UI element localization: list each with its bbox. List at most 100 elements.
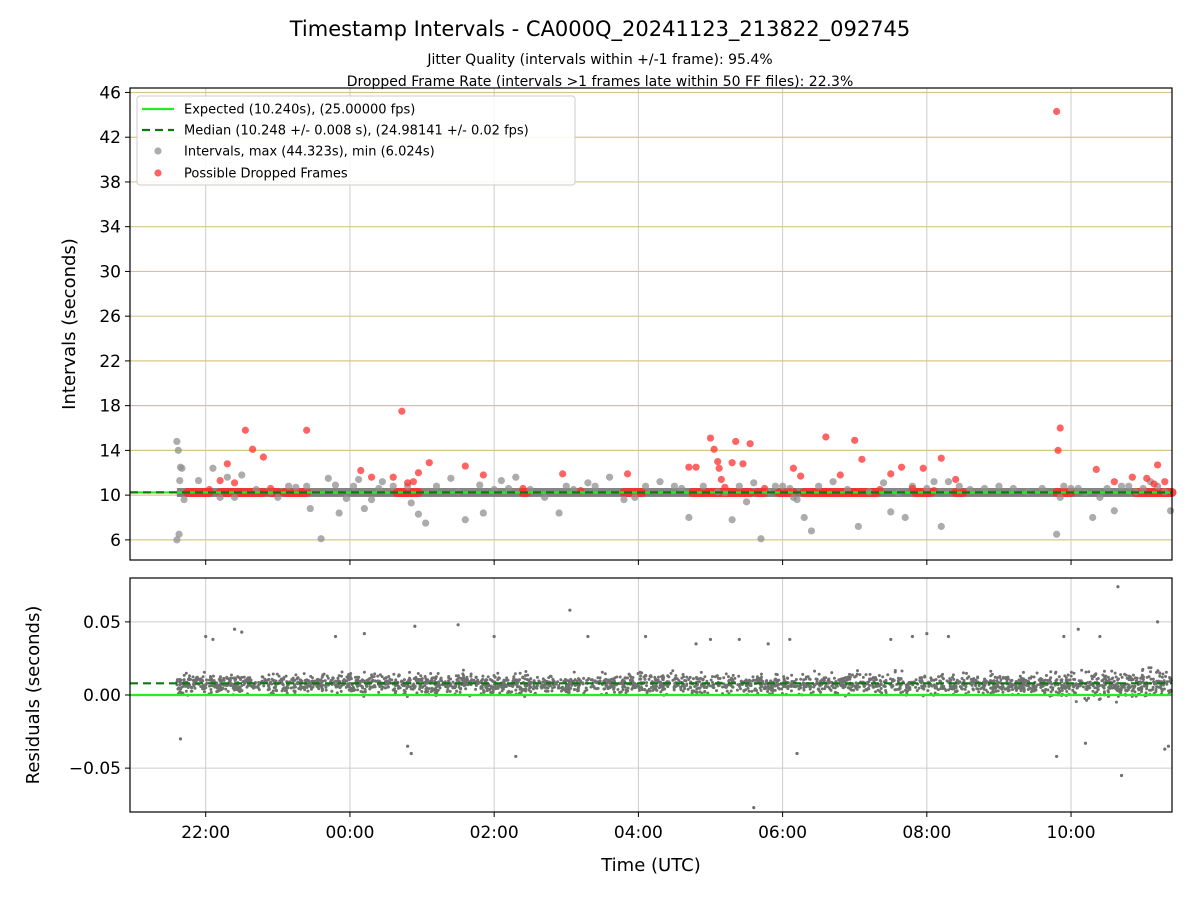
- interval-point: [292, 483, 300, 491]
- residual-point: [184, 689, 188, 693]
- residual-point: [654, 687, 658, 691]
- residual-point: [1102, 690, 1106, 694]
- residual-point: [703, 690, 707, 694]
- residual-point: [1041, 688, 1045, 692]
- residual-point: [201, 675, 205, 679]
- dropped-frame-point: [789, 464, 798, 472]
- residual-outlier-point: [889, 637, 893, 642]
- residual-point: [638, 688, 642, 692]
- residual-point: [569, 679, 573, 683]
- residual-point: [755, 676, 759, 680]
- residual-point: [631, 686, 635, 690]
- dropped-frame-point: [710, 445, 718, 453]
- residual-point: [485, 688, 489, 692]
- residual-point: [1062, 682, 1066, 686]
- interval-point: [274, 493, 282, 501]
- residual-point: [209, 684, 213, 688]
- residual-point: [930, 679, 934, 683]
- interval-point: [230, 493, 239, 501]
- dropped-frame-point: [1054, 446, 1062, 454]
- interval-point: [173, 437, 181, 446]
- interval-point: [901, 513, 909, 522]
- residual-point: [384, 676, 388, 680]
- residual-point: [1023, 680, 1027, 684]
- residual-point: [469, 674, 473, 678]
- residual-point: [1064, 679, 1068, 683]
- residual-point: [1122, 685, 1126, 689]
- residual-point: [545, 686, 549, 690]
- residual-point: [184, 671, 188, 675]
- residual-point: [998, 675, 1002, 679]
- residual-point: [733, 676, 737, 680]
- residual-point: [868, 684, 872, 688]
- interval-point: [306, 504, 314, 513]
- residual-point: [393, 687, 397, 691]
- residual-point: [416, 672, 420, 676]
- residual-point: [1054, 670, 1058, 674]
- interval-point: [656, 478, 664, 486]
- residual-point: [299, 687, 303, 691]
- residual-outlier-point: [178, 737, 183, 741]
- residual-point: [1000, 687, 1004, 691]
- residual-point: [866, 686, 870, 690]
- residual-point: [824, 676, 828, 680]
- residual-point: [700, 684, 704, 688]
- residual-point: [320, 685, 324, 689]
- residual-outlier-point: [456, 623, 460, 627]
- dropped-frame-point: [706, 434, 715, 442]
- residual-point: [570, 683, 574, 687]
- residual-point: [945, 679, 949, 683]
- residual-point: [640, 686, 644, 690]
- residual-point: [397, 673, 401, 677]
- dropped-frame-point: [259, 453, 268, 461]
- dropped-frame-point: [267, 484, 275, 493]
- residual-point: [1102, 686, 1106, 690]
- residual-point: [1026, 688, 1030, 692]
- residual-point: [524, 669, 528, 673]
- residual-point: [1149, 670, 1153, 674]
- residual-point: [491, 690, 495, 694]
- residual-point: [753, 688, 757, 692]
- residual-point: [855, 669, 859, 673]
- residual-point: [808, 687, 812, 691]
- residual-point: [673, 681, 677, 685]
- residual-point: [853, 684, 857, 688]
- residual-point: [976, 675, 980, 679]
- residual-point: [722, 682, 726, 686]
- residual-point: [829, 688, 833, 692]
- residual-point: [187, 683, 191, 687]
- residuals-plot: −0.05 0.00 0.05 22:00 00:00 02:00 04:00 06:00 08…: [23, 577, 1173, 876]
- residual-point: [386, 680, 390, 684]
- residual-point: [940, 685, 944, 689]
- residual-point: [293, 689, 297, 693]
- residual-point: [893, 668, 897, 672]
- residual-point: [338, 685, 342, 689]
- residual-point: [222, 679, 226, 683]
- residual-point: [577, 678, 581, 682]
- residual-point: [830, 671, 834, 675]
- residual-point: [990, 672, 994, 676]
- interval-point: [562, 482, 570, 490]
- interval-point: [335, 509, 343, 517]
- residual-point: [961, 671, 965, 675]
- residual-outlier-point: [925, 631, 929, 636]
- residual-point: [219, 686, 223, 690]
- dropped-frame-point: [836, 471, 844, 479]
- residual-point: [1087, 670, 1091, 674]
- interval-point: [175, 530, 183, 538]
- residual-point: [392, 672, 396, 676]
- interval-point: [793, 496, 801, 504]
- residual-point: [623, 685, 627, 689]
- dropped-frame-point: [398, 407, 406, 415]
- residual-point: [759, 689, 763, 693]
- residual-point: [559, 678, 563, 682]
- residual-point: [455, 689, 459, 693]
- residual-point: [595, 680, 599, 684]
- residual-point: [1112, 679, 1116, 683]
- interval-point: [324, 474, 332, 482]
- residual-point: [303, 685, 307, 689]
- residual-point: [616, 688, 620, 692]
- residual-point: [430, 689, 434, 693]
- residual-point: [332, 680, 336, 684]
- residual-outlier-point: [1155, 620, 1160, 624]
